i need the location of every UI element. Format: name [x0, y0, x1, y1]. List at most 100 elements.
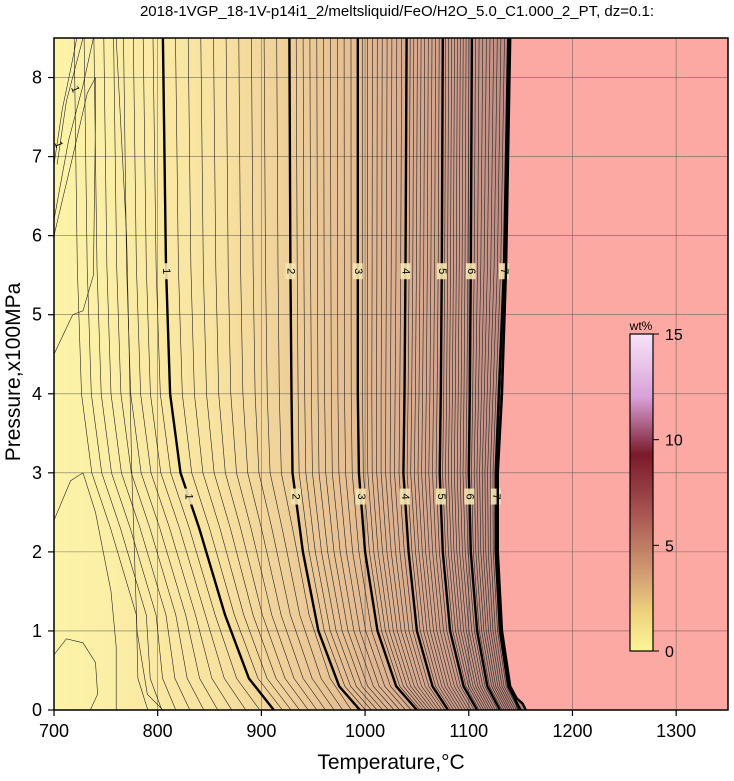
contour-line-3 [356, 38, 418, 710]
contour-line [421, 38, 463, 710]
contour-line [225, 38, 318, 710]
contour-line [487, 38, 515, 710]
contour-line [371, 38, 427, 710]
contour-line [362, 38, 421, 710]
contour-line [394, 38, 443, 710]
contour-label: 7 [498, 268, 510, 274]
contour-line [366, 38, 424, 710]
contour-label-bg [498, 263, 509, 280]
x-axis-ticks: 700 800 900 1000 1100 1200 1300 [39, 710, 696, 741]
contour-label-bg [435, 488, 446, 505]
contour-line [83, 38, 163, 710]
contour-label-bg [465, 263, 476, 280]
contour-line [398, 38, 446, 710]
low-contour-line [54, 38, 78, 165]
contour-label-bg [285, 263, 296, 280]
contour-label: 6 [465, 268, 477, 274]
contour-label-bg [355, 488, 366, 505]
contour-line [316, 38, 383, 710]
contour-label: 1 [183, 493, 195, 499]
contour-line [175, 38, 283, 710]
contour-line [103, 38, 191, 710]
contour-line [489, 38, 517, 710]
contour-line [93, 38, 177, 710]
contour-line [73, 38, 149, 710]
contour-line [389, 38, 439, 710]
contour-line [450, 38, 487, 710]
contour-line [152, 38, 261, 710]
plot-frame [53, 37, 729, 711]
low-contour-label: 1 [68, 84, 81, 94]
contour-line [473, 38, 505, 710]
contour-line [263, 38, 343, 710]
contour-label-bg [399, 488, 410, 505]
contour-line [187, 38, 292, 710]
colorbar-tick-label: 5 [665, 538, 674, 555]
colorbar: wt% 0 5 10 15 [629, 319, 683, 661]
x-tick-label: 800 [143, 721, 173, 741]
low-contour-line [54, 38, 94, 220]
contour-label-bg [436, 263, 447, 280]
y-axis-ticks: 0 1 2 3 4 5 6 7 8 [32, 68, 54, 720]
contour-line [113, 38, 205, 710]
contour-label-bg [290, 488, 301, 505]
contour-label: 2 [290, 493, 302, 499]
plot-area: 1 1 2 2 3 3 4 4 5 5 6 6 7 7 1 1 [54, 38, 728, 710]
contour-line [413, 38, 457, 710]
contour-line [410, 38, 455, 710]
contour-line [380, 38, 433, 710]
low-contour-line [54, 638, 98, 710]
low-value-contours [54, 38, 164, 710]
x-tick-label: 900 [246, 721, 276, 741]
y-tick-label: 4 [32, 384, 42, 404]
contour-label-bg [490, 488, 501, 505]
contour-line [424, 38, 466, 710]
contour-line [442, 38, 480, 710]
contour-line [142, 38, 247, 710]
chart-title: 2018-1VGP_18-1V-p14i1_2/meltsliquid/FeO/… [140, 3, 654, 20]
contour-line-5 [438, 38, 479, 710]
contour-line [295, 38, 366, 710]
contour-line [462, 38, 496, 710]
x-tick-label: 700 [39, 721, 69, 741]
x-tick-label: 1300 [656, 721, 696, 741]
contour-line [337, 38, 401, 710]
contour-line [417, 38, 460, 710]
colorbar-gradient [629, 333, 654, 652]
contour-line [323, 38, 389, 710]
grid-lines [54, 38, 728, 710]
contour-line [428, 38, 469, 710]
contour-line-4 [402, 38, 450, 710]
contour-label: 1 [160, 268, 172, 274]
contour-label: 4 [400, 268, 412, 274]
x-tick-label: 1100 [449, 721, 488, 741]
colorbar-title: wt% [629, 319, 653, 333]
y-axis-label: Pressure,x100MPa [2, 282, 25, 461]
contour-line [465, 38, 498, 710]
contour-line [276, 38, 352, 710]
contour-label-bg [400, 263, 411, 280]
contour-line [350, 38, 412, 710]
low-contour-line [54, 472, 117, 710]
contour-line [123, 38, 219, 710]
contour-label: 6 [463, 493, 475, 499]
contour-line [200, 38, 300, 710]
low-contour-line [54, 77, 96, 355]
contour-line [238, 38, 326, 710]
colorbar-tick-label: 15 [665, 327, 683, 344]
x-tick-label: 1000 [345, 721, 385, 741]
contour-line [476, 38, 507, 710]
contour-line-7 [494, 38, 522, 710]
y-tick-label: 6 [32, 226, 42, 246]
y-tick-label: 7 [32, 147, 42, 167]
contour-line [251, 38, 335, 710]
y-tick-label: 1 [32, 621, 42, 641]
contour-line [302, 38, 372, 710]
contour-line [432, 38, 472, 710]
x-axis-label: Temperature,°C [317, 751, 464, 774]
contour-line [385, 38, 436, 710]
contour-line [459, 38, 494, 710]
contour-line [456, 38, 492, 710]
